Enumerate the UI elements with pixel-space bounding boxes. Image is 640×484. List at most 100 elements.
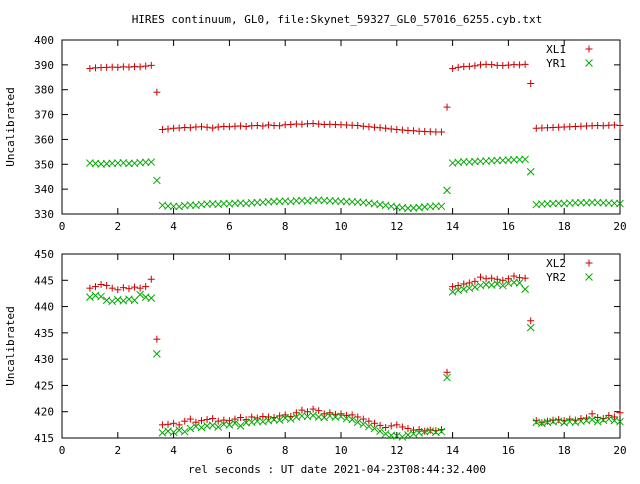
x-tick-label: 16 bbox=[502, 444, 515, 457]
data-point-d2 bbox=[420, 203, 429, 211]
data-point-d2 bbox=[320, 413, 329, 422]
data-point bbox=[471, 277, 479, 285]
data-point bbox=[97, 292, 105, 301]
data-point bbox=[382, 124, 390, 132]
data-point-d2 bbox=[119, 296, 128, 305]
data-point bbox=[136, 284, 144, 292]
x-tick-label: 20 bbox=[613, 220, 626, 233]
x-tick-label: 6 bbox=[226, 220, 233, 233]
y-tick-label: 430 bbox=[34, 353, 54, 366]
y-tick-label: 415 bbox=[34, 432, 54, 445]
data-point-d2 bbox=[108, 297, 117, 306]
data-point bbox=[415, 426, 423, 434]
data-point-d2 bbox=[538, 419, 546, 428]
y-tick-label: 450 bbox=[34, 248, 54, 261]
data-point bbox=[588, 415, 596, 424]
data-point bbox=[108, 297, 117, 306]
data-point-d2 bbox=[214, 423, 223, 431]
y-axis-label: Uncalibrated bbox=[4, 87, 17, 166]
data-point-d2 bbox=[504, 156, 513, 164]
data-point bbox=[471, 62, 479, 70]
data-point bbox=[198, 417, 205, 425]
data-point bbox=[153, 350, 161, 358]
data-point-d2 bbox=[404, 430, 412, 439]
y-tick-label: 390 bbox=[34, 59, 54, 72]
data-point-d2 bbox=[169, 428, 178, 437]
x-tick-label: 18 bbox=[558, 444, 571, 457]
data-point bbox=[554, 417, 563, 426]
plot-1: 330 340 350 360 370 380 390 400 0 2 4 6 8 10 12 14 16 18 2… bbox=[4, 34, 627, 233]
x-tick-label: 4 bbox=[170, 220, 177, 233]
data-point bbox=[164, 125, 172, 133]
data-point bbox=[91, 283, 99, 291]
data-point-d2 bbox=[180, 201, 189, 210]
legend-marker bbox=[585, 259, 593, 267]
data-point bbox=[610, 413, 618, 421]
data-point bbox=[164, 420, 172, 428]
data-point-d2 bbox=[214, 200, 223, 209]
data-point-d2 bbox=[125, 159, 133, 168]
data-point bbox=[549, 416, 557, 424]
data-point-d2 bbox=[498, 156, 507, 165]
data-point-d2 bbox=[471, 283, 479, 291]
data-point bbox=[309, 405, 317, 413]
data-point-d2 bbox=[437, 202, 446, 211]
data-point bbox=[315, 407, 323, 415]
data-point-d2 bbox=[498, 281, 507, 290]
data-point-d2 bbox=[560, 418, 569, 427]
data-point bbox=[192, 418, 200, 426]
y-tick-label: 425 bbox=[34, 379, 54, 392]
data-point-d2 bbox=[292, 196, 301, 205]
data-point-d2 bbox=[259, 198, 267, 207]
plot-2: 415 420 425 430 435 440 445 450 0 2 4 6 8 10 12 14 16 18 2… bbox=[4, 248, 627, 457]
data-point-d2 bbox=[459, 285, 468, 294]
data-point bbox=[381, 429, 390, 438]
data-point-d2 bbox=[443, 186, 451, 195]
data-point bbox=[449, 65, 457, 73]
series-XL2 bbox=[86, 272, 624, 435]
x-tick-label: 14 bbox=[446, 220, 460, 233]
data-point bbox=[147, 275, 155, 283]
data-point bbox=[147, 158, 156, 166]
x-tick-label: 12 bbox=[390, 444, 403, 457]
data-point bbox=[203, 416, 211, 424]
data-point-d2 bbox=[253, 198, 262, 207]
data-point bbox=[448, 287, 457, 296]
data-point bbox=[516, 274, 524, 282]
legend-label: XL2 bbox=[546, 257, 566, 270]
data-point bbox=[493, 275, 501, 283]
legend-marker-d2 bbox=[585, 273, 593, 281]
data-point-d2 bbox=[337, 412, 345, 421]
data-point-d2 bbox=[197, 200, 206, 209]
data-point-d2 bbox=[208, 421, 217, 430]
data-point bbox=[426, 426, 434, 434]
data-point bbox=[147, 61, 155, 69]
data-point-d2 bbox=[303, 197, 312, 205]
data-point-d2 bbox=[247, 418, 256, 427]
data-point bbox=[359, 420, 368, 429]
data-point-d2 bbox=[309, 411, 317, 420]
data-point bbox=[353, 418, 362, 427]
data-point bbox=[103, 282, 111, 290]
data-point-d2 bbox=[275, 197, 284, 206]
data-point-d2 bbox=[359, 420, 368, 429]
data-point-d2 bbox=[487, 156, 496, 165]
data-point bbox=[616, 417, 624, 426]
data-point bbox=[460, 280, 468, 288]
data-point bbox=[482, 275, 490, 283]
data-point-d2 bbox=[186, 424, 195, 433]
data-point bbox=[248, 413, 256, 421]
data-point-d2 bbox=[543, 199, 552, 208]
data-point-d2 bbox=[521, 285, 529, 294]
data-point bbox=[119, 296, 128, 305]
x-tick-label: 0 bbox=[59, 444, 66, 457]
data-point-d2 bbox=[515, 155, 524, 164]
data-point-d2 bbox=[97, 160, 105, 168]
data-point bbox=[131, 283, 139, 291]
data-point bbox=[320, 413, 329, 422]
legend-marker-d2 bbox=[585, 59, 593, 67]
data-point bbox=[197, 423, 206, 432]
data-point-d2 bbox=[108, 159, 117, 168]
data-point bbox=[214, 423, 223, 431]
y-tick-label: 420 bbox=[34, 406, 54, 419]
